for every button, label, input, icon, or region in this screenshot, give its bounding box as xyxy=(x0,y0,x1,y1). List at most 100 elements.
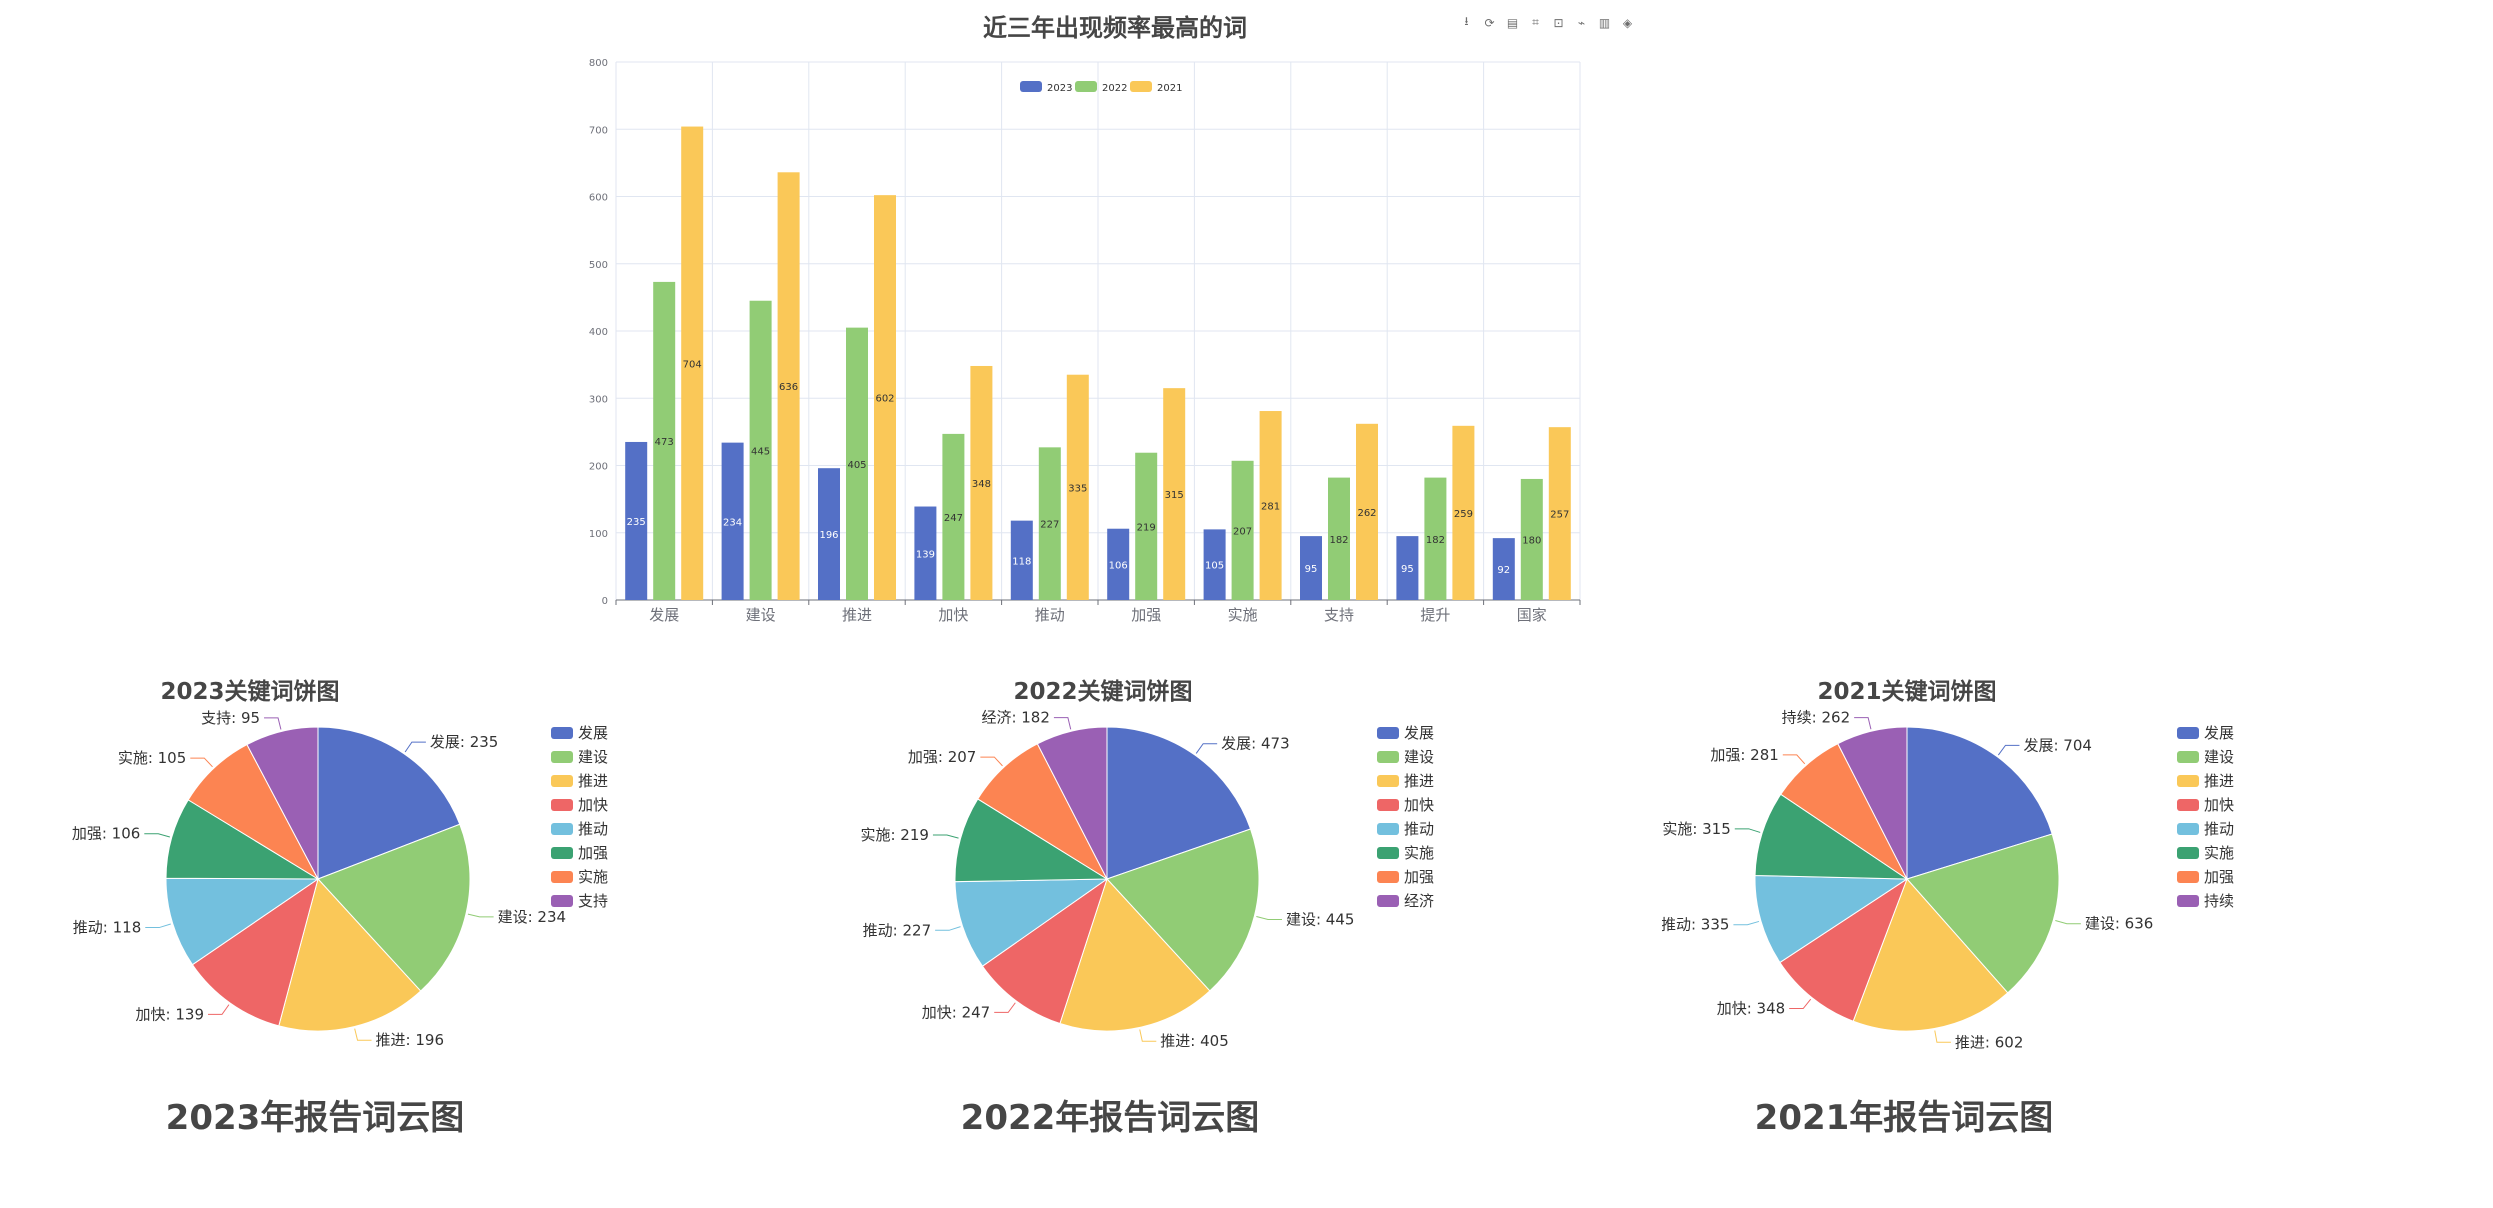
legend-label-建设: 建设 xyxy=(2204,748,2234,766)
pie-slice-加快 xyxy=(191,877,319,1027)
x-tick-label: 建设 xyxy=(746,606,776,624)
bar-2021 xyxy=(1163,388,1186,600)
download-icon[interactable]: ⭳ xyxy=(1464,14,1469,28)
y-tick-label: 400 xyxy=(589,327,608,338)
pie-label-line xyxy=(980,756,1003,767)
pie-title: 2023关键词饼图 xyxy=(160,678,339,705)
pie-label: 发展: 704 xyxy=(2023,736,2091,754)
zoom-reset-icon[interactable]: ⊡ xyxy=(1553,15,1564,30)
pie-label: 支持: 95 xyxy=(201,709,260,727)
pie-slice-推进 xyxy=(1059,878,1211,1032)
refresh-icon[interactable]: ⟳ xyxy=(1484,15,1495,30)
bar-value-label: 335 xyxy=(1068,483,1087,494)
pie-label-line xyxy=(1195,743,1218,754)
y-tick-label: 100 xyxy=(589,529,608,540)
bar-2022 xyxy=(1135,452,1158,600)
legend-swatch-加快 xyxy=(551,799,573,811)
pie-label-line xyxy=(1997,744,2020,756)
pie-slice-建设 xyxy=(317,823,471,992)
legend-label-2022: 2022 xyxy=(1102,83,1127,94)
pie-label-line xyxy=(2055,920,2081,925)
pie-label: 加快: 139 xyxy=(136,1005,204,1023)
pie-label: 建设: 636 xyxy=(2085,915,2153,933)
pie-slice-建设 xyxy=(1906,833,2060,994)
line-switch-icon[interactable]: ⌁ xyxy=(1577,15,1586,30)
pie-label: 加强: 207 xyxy=(908,748,976,766)
bar-2021 xyxy=(970,365,993,600)
pie-label-line xyxy=(1256,916,1282,920)
bar-2022 xyxy=(1231,460,1254,600)
y-tick-label: 800 xyxy=(589,58,608,69)
pie-title: 2021关键词饼图 xyxy=(1817,678,1996,705)
legend-swatch-推进 xyxy=(1377,775,1399,787)
data-view-icon[interactable]: ▤ xyxy=(1506,15,1519,30)
legend-swatch-2023 xyxy=(1020,81,1042,92)
legend-swatch-发展 xyxy=(2177,727,2199,739)
legend-swatch-支持 xyxy=(551,895,573,907)
legend-label-推动: 推动 xyxy=(2204,820,2234,838)
x-tick-label: 加强 xyxy=(1131,606,1161,624)
bar-2022 xyxy=(846,327,868,600)
legend-label-实施: 实施 xyxy=(578,868,608,886)
legend-swatch-发展 xyxy=(1377,727,1399,739)
legend-label-实施: 实施 xyxy=(2204,844,2234,862)
legend-label-加强: 加强 xyxy=(578,844,608,862)
pie-label: 加快: 348 xyxy=(1717,1000,1785,1018)
bar-value-label: 95 xyxy=(1305,564,1318,575)
legend-swatch-持续 xyxy=(2177,895,2199,907)
zoom-icon[interactable]: ⌗ xyxy=(1532,15,1539,29)
pie-label-line xyxy=(1734,828,1761,833)
bar-2021 xyxy=(1548,427,1571,600)
bar-value-label: 182 xyxy=(1329,535,1348,546)
bar-switch-icon[interactable]: ▥ xyxy=(1598,15,1611,30)
bar-value-label: 405 xyxy=(847,460,866,471)
legend-label-建设: 建设 xyxy=(578,748,608,766)
pie-slice-加强 xyxy=(977,743,1109,881)
bar-value-label: 257 xyxy=(1550,510,1569,521)
pie-label: 加快: 247 xyxy=(922,1003,990,1021)
bar-2022 xyxy=(653,281,676,600)
legend-swatch-加强 xyxy=(1377,871,1399,883)
pie-label: 建设: 445 xyxy=(1286,910,1354,928)
bar-value-label: 92 xyxy=(1497,565,1510,576)
pie-label-line xyxy=(144,833,170,838)
legend-swatch-2022 xyxy=(1075,81,1097,92)
pie-slice-发展 xyxy=(317,726,461,880)
bar-value-label: 636 xyxy=(779,382,798,393)
legend-swatch-经济 xyxy=(1377,895,1399,907)
legend-swatch-推进 xyxy=(2177,775,2199,787)
legend-swatch-加快 xyxy=(1377,799,1399,811)
bar-value-label: 234 xyxy=(723,517,742,528)
pie-slice-加快 xyxy=(981,877,1108,1025)
bar-2023 xyxy=(1396,536,1419,600)
bar-value-label: 348 xyxy=(972,479,991,490)
x-tick-label: 加快 xyxy=(938,606,968,624)
y-tick-label: 300 xyxy=(589,394,608,405)
stack-icon[interactable]: ◈ xyxy=(1622,15,1633,30)
pie-slice-推动 xyxy=(954,878,1109,967)
pie-title: 2022关键词饼图 xyxy=(1013,678,1192,705)
bar-value-label: 445 xyxy=(751,446,770,457)
pie-label: 发展: 473 xyxy=(1221,735,1289,753)
pie-label: 实施: 105 xyxy=(118,749,186,767)
pie-label: 持续: 262 xyxy=(1782,709,1850,727)
pie-label-line xyxy=(190,757,213,768)
pie-label: 经济: 182 xyxy=(981,709,1049,727)
bar-value-label: 182 xyxy=(1426,535,1445,546)
wordcloud-title-2022: 2022年报告词云图 xyxy=(960,1098,1260,1138)
pie-slice-建设 xyxy=(1106,828,1260,992)
bar-2022 xyxy=(749,300,772,600)
bar-2022 xyxy=(1520,478,1543,600)
bar-chart-title: 近三年出现频率最高的词 xyxy=(983,14,1247,42)
legend-label-推动: 推动 xyxy=(578,820,608,838)
y-tick-label: 600 xyxy=(589,193,608,204)
legend-label-经济: 经济 xyxy=(1404,892,1434,910)
pie-slice-实施 xyxy=(1754,793,1909,880)
pie-slice-加快 xyxy=(1779,877,1909,1022)
legend-label-持续: 持续 xyxy=(2204,892,2234,910)
legend-swatch-加强 xyxy=(551,847,573,859)
pie-slice-推进 xyxy=(278,877,422,1032)
bar-value-label: 180 xyxy=(1522,535,1541,546)
y-tick-label: 700 xyxy=(589,125,608,136)
pie-label-line xyxy=(404,741,426,753)
